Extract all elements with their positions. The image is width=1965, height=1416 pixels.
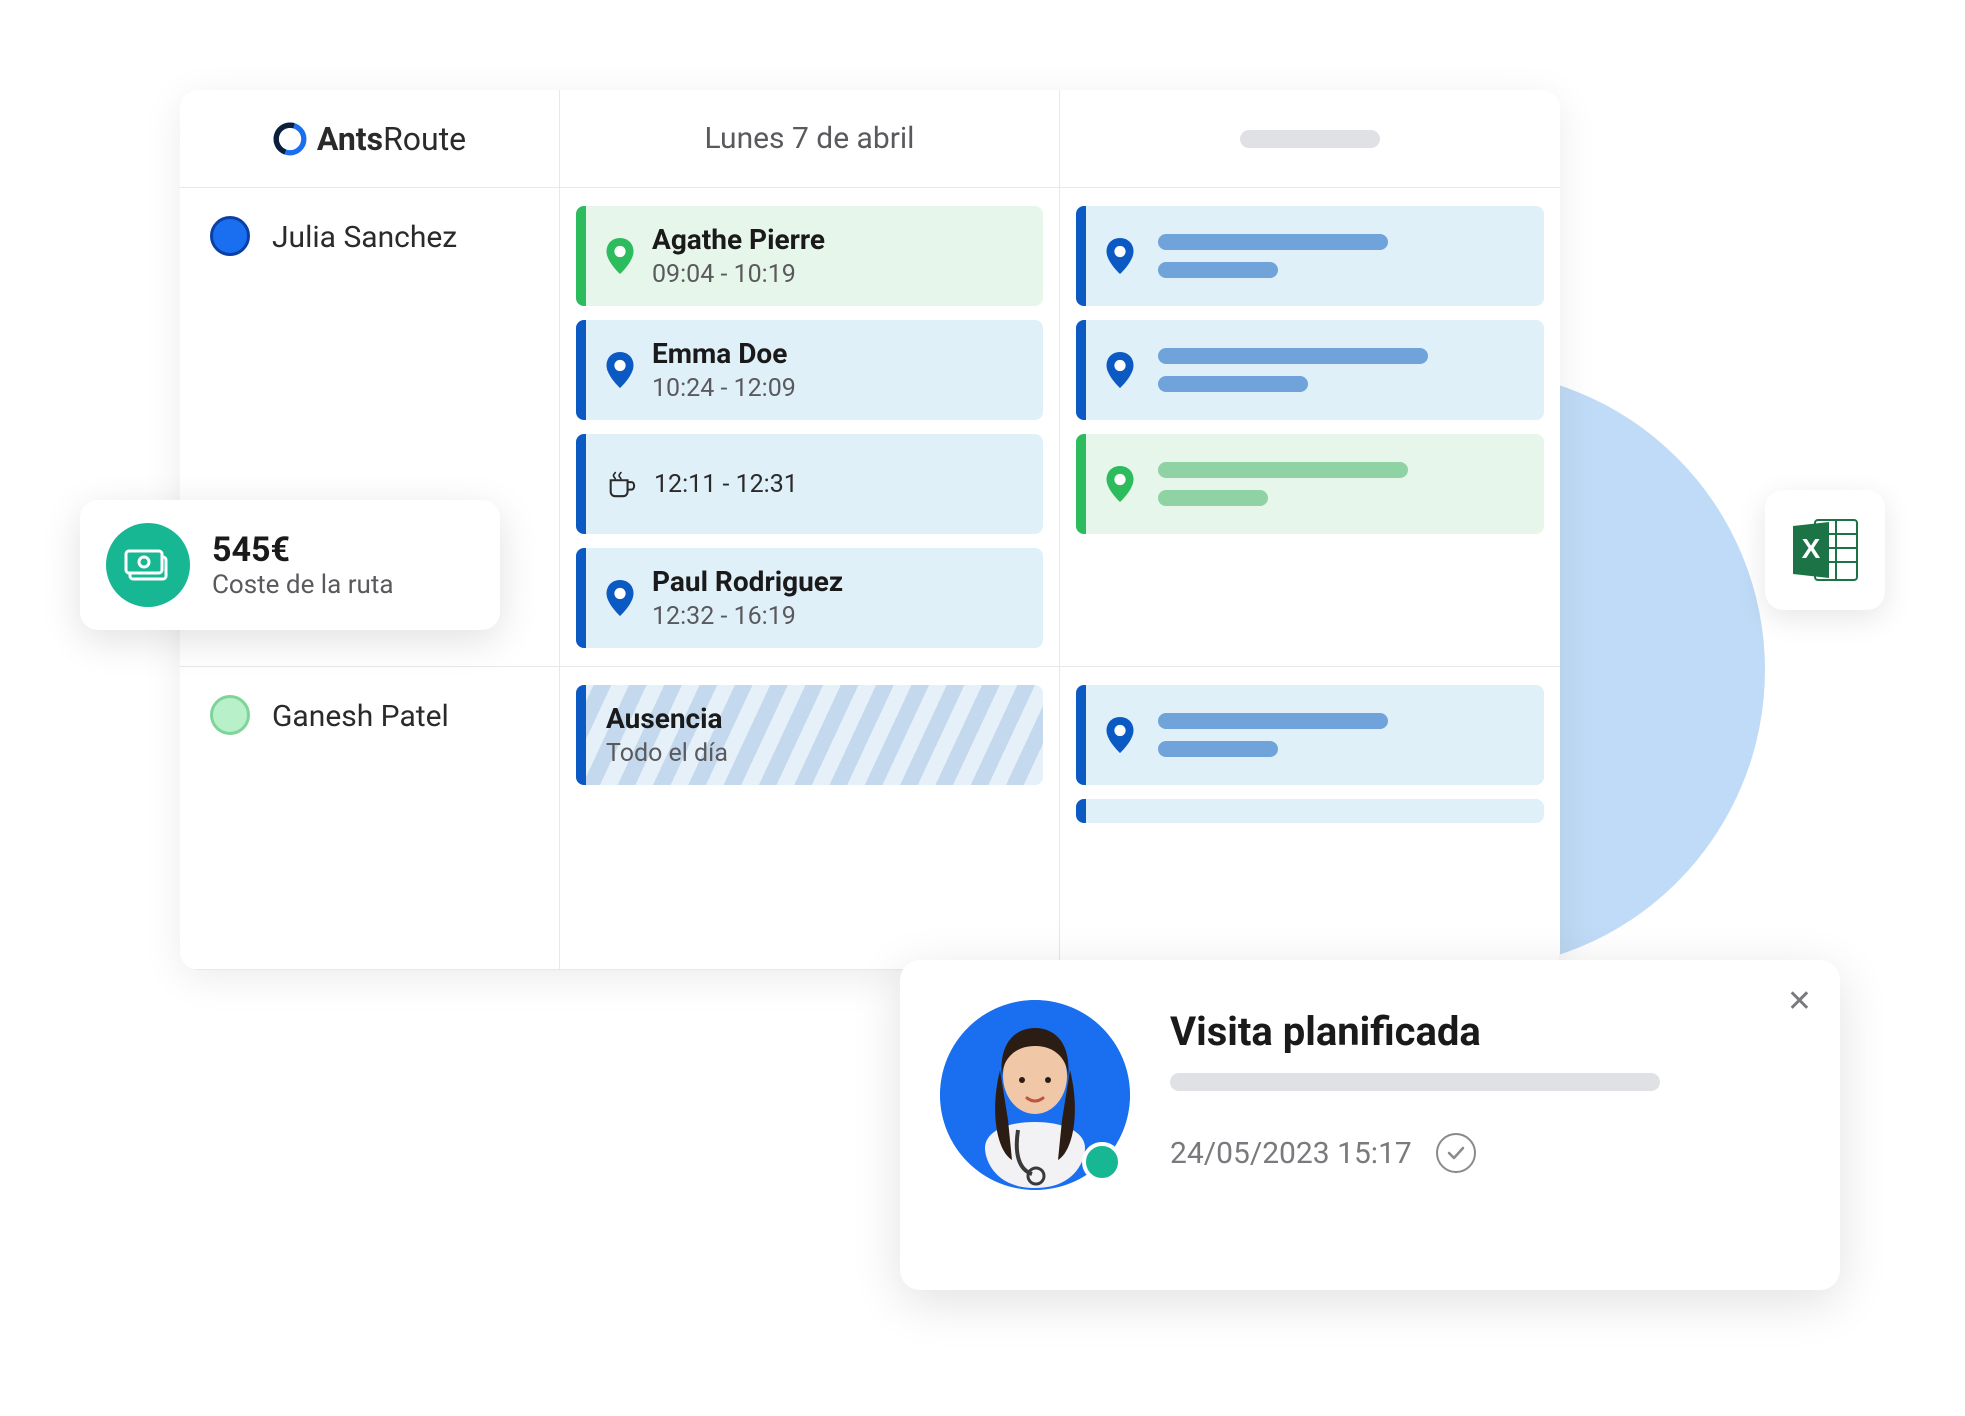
location-pin-icon	[606, 238, 634, 274]
agent-dot-ganesh	[210, 695, 250, 735]
check-circle-icon[interactable]	[1436, 1133, 1476, 1173]
location-pin-icon	[1106, 466, 1134, 502]
slot-name: Emma Doe	[652, 337, 796, 370]
slot-bar	[1076, 799, 1086, 823]
placeholder-lines	[1158, 462, 1408, 506]
slot-time: 12:11 - 12:31	[654, 470, 798, 499]
header-row: AntsRoute Lunes 7 de abril	[180, 90, 1560, 188]
slot-bar	[1076, 206, 1086, 306]
slot-bar	[576, 685, 586, 785]
ganesh-col2	[1060, 667, 1560, 969]
ph-line	[1158, 348, 1428, 364]
visit-content: Visita planificada 24/05/2023 15:17	[1170, 1000, 1800, 1260]
location-pin-icon	[606, 580, 634, 616]
slot-name: Agathe Pierre	[652, 223, 825, 256]
agent-row-ganesh: Ganesh Patel Ausencia Todo el día	[180, 667, 1560, 970]
agent-name-ganesh: Ganesh Patel	[272, 695, 449, 734]
close-icon[interactable]: ✕	[1787, 984, 1812, 1019]
cost-icon-wrap	[106, 523, 190, 607]
slot-name: Paul Rodriguez	[652, 565, 843, 598]
location-pin-icon	[606, 352, 634, 388]
ph-line	[1158, 234, 1388, 250]
ph-line	[1158, 462, 1408, 478]
logo-text: AntsRoute	[317, 120, 466, 158]
agent-name-julia: Julia Sanchez	[272, 216, 457, 255]
logo-icon	[273, 122, 307, 156]
slot-bar	[1076, 685, 1086, 785]
ph-line	[1158, 713, 1388, 729]
date-header: Lunes 7 de abril	[560, 90, 1060, 187]
schedule-slot[interactable]: Emma Doe 10:24 - 12:09	[576, 320, 1043, 420]
location-pin-icon	[1106, 238, 1134, 274]
slot-bar	[1076, 320, 1086, 420]
location-pin-icon	[1106, 352, 1134, 388]
placeholder-lines	[1158, 713, 1388, 757]
slot-time: 09:04 - 10:19	[652, 260, 825, 289]
visit-datetime: 24/05/2023 15:17	[1170, 1136, 1412, 1171]
excel-export-button[interactable]: X	[1765, 490, 1885, 610]
ph-line	[1158, 262, 1278, 278]
absence-sub: Todo el día	[606, 739, 728, 768]
agent-dot-julia	[210, 216, 250, 256]
ph-line	[1158, 490, 1268, 506]
schedule-slot-placeholder[interactable]	[1076, 434, 1544, 534]
schedule-slot[interactable]: Agathe Pierre 09:04 - 10:19	[576, 206, 1043, 306]
schedule-slot-placeholder[interactable]	[1076, 685, 1544, 785]
schedule-slot-placeholder[interactable]	[1076, 206, 1544, 306]
absence-title: Ausencia	[606, 702, 728, 735]
visit-title: Visita planificada	[1170, 1008, 1800, 1055]
julia-col1: Agathe Pierre 09:04 - 10:19 Emma Doe 10:24 …	[560, 188, 1060, 666]
slot-bar	[576, 548, 586, 648]
header-placeholder-cell	[1060, 90, 1560, 187]
svg-text:X: X	[1802, 533, 1821, 564]
ph-line	[1158, 741, 1278, 757]
slot-bar	[576, 206, 586, 306]
schedule-slot[interactable]: Paul Rodriguez 12:32 - 16:19	[576, 548, 1043, 648]
slot-time: 10:24 - 12:09	[652, 374, 796, 403]
logo-cell: AntsRoute	[180, 90, 560, 187]
slot-bar	[1076, 434, 1086, 534]
cost-label: Coste de la ruta	[212, 570, 394, 600]
visit-card: ✕ Visita planificada 24/05/2023 15:17	[900, 960, 1840, 1290]
julia-col2	[1060, 188, 1560, 666]
slot-time: 12:32 - 16:19	[652, 602, 843, 631]
ganesh-col1: Ausencia Todo el día	[560, 667, 1060, 969]
avatar-wrap	[940, 1000, 1130, 1190]
coffee-cup-icon	[606, 469, 636, 499]
header-placeholder	[1240, 130, 1380, 148]
slot-bar	[576, 434, 586, 534]
placeholder-lines	[1158, 348, 1428, 392]
cost-card: 545€ Coste de la ruta	[80, 500, 500, 630]
absence-slot[interactable]: Ausencia Todo el día	[576, 685, 1043, 785]
schedule-slot[interactable]: 12:11 - 12:31	[576, 434, 1043, 534]
cost-amount: 545€	[212, 530, 394, 570]
visit-subtitle-placeholder	[1170, 1073, 1660, 1091]
schedule-slot-placeholder[interactable]	[1076, 320, 1544, 420]
ph-line	[1158, 376, 1308, 392]
money-icon	[124, 545, 172, 585]
placeholder-lines	[1158, 234, 1388, 278]
slot-bar	[576, 320, 586, 420]
excel-icon: X	[1787, 512, 1863, 588]
schedule-slot-peek	[1076, 799, 1544, 823]
agent-cell-ganesh[interactable]: Ganesh Patel	[180, 667, 560, 969]
status-dot-online	[1082, 1142, 1122, 1182]
location-pin-icon	[1106, 717, 1134, 753]
